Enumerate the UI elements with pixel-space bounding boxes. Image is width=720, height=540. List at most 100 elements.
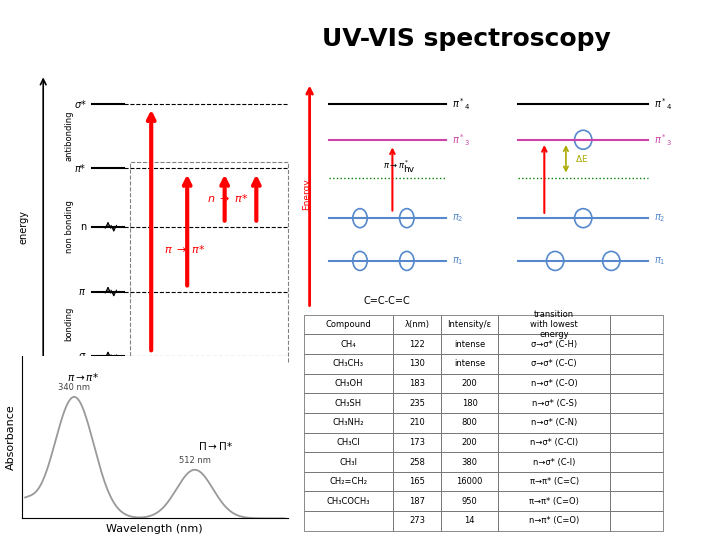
Text: $\pi^*{}_3$: $\pi^*{}_3$: [654, 132, 673, 147]
Text: Compound: Compound: [325, 320, 372, 329]
Text: $\sigma$: $\sigma$: [78, 352, 86, 361]
Text: intense: intense: [454, 359, 485, 368]
Text: C=C-C=C: C=C-C=C: [364, 296, 410, 306]
Bar: [611, 315, 662, 334]
Text: 200: 200: [462, 438, 477, 447]
Bar: [441, 315, 498, 334]
Text: $\pi^*{}_4$: $\pi^*{}_4$: [654, 96, 673, 112]
Bar: [441, 452, 498, 472]
Text: n→π* (C=O): n→π* (C=O): [529, 516, 579, 525]
Text: 122: 122: [410, 340, 426, 349]
Bar: [498, 511, 611, 531]
Bar: [304, 354, 393, 374]
Bar: [441, 433, 498, 452]
Text: n→σ* (C-Cl): n→σ* (C-Cl): [530, 438, 578, 447]
Bar: [393, 334, 441, 354]
Text: transition
with lowest
energy: transition with lowest energy: [530, 309, 578, 340]
Bar: [393, 393, 441, 413]
Bar: [441, 472, 498, 491]
Text: hv: hv: [403, 165, 414, 174]
Bar: [498, 315, 611, 334]
Bar: [498, 374, 611, 393]
Bar: [498, 413, 611, 433]
Bar: [611, 433, 662, 452]
Bar: [441, 354, 498, 374]
Bar: [304, 374, 393, 393]
Text: 187: 187: [410, 497, 426, 506]
Text: $\sigma$*: $\sigma$*: [73, 98, 86, 110]
Bar: [304, 393, 393, 413]
Bar: [441, 334, 498, 354]
Text: energy: energy: [18, 210, 28, 244]
Bar: [304, 334, 393, 354]
Bar: [611, 511, 662, 531]
Text: n→σ* (C-S): n→σ* (C-S): [531, 399, 577, 408]
Text: $\pi$*: $\pi$*: [74, 163, 86, 174]
Text: non bonding: non bonding: [65, 200, 73, 253]
Text: $\pi^*{}_4$: $\pi^*{}_4$: [452, 96, 471, 112]
Bar: [393, 452, 441, 472]
Text: CH₃OH: CH₃OH: [334, 379, 363, 388]
Bar: [393, 511, 441, 531]
Text: $\pi$: $\pi$: [78, 287, 86, 296]
Text: intense: intense: [454, 340, 485, 349]
Bar: [393, 315, 441, 334]
Text: $\pi_1$: $\pi_1$: [452, 255, 463, 267]
Text: 16000: 16000: [456, 477, 482, 486]
Bar: [611, 491, 662, 511]
Text: 165: 165: [410, 477, 426, 486]
Bar: [611, 472, 662, 491]
Text: 210: 210: [410, 418, 426, 427]
Text: UV-VIS spectroscopy: UV-VIS spectroscopy: [322, 27, 611, 51]
Bar: [304, 315, 393, 334]
Text: CH₃Cl: CH₃Cl: [336, 438, 360, 447]
Bar: [304, 511, 393, 531]
Text: 235: 235: [410, 399, 426, 408]
Bar: [441, 413, 498, 433]
Bar: [611, 413, 662, 433]
Bar: [304, 413, 393, 433]
Text: 180: 180: [462, 399, 477, 408]
Text: n→σ* (C-N): n→σ* (C-N): [531, 418, 577, 427]
Bar: [304, 491, 393, 511]
Bar: [393, 374, 441, 393]
Text: 273: 273: [410, 516, 426, 525]
Text: 512 nm: 512 nm: [179, 456, 211, 465]
Text: CH₃CH₃: CH₃CH₃: [333, 359, 364, 368]
Bar: [304, 472, 393, 491]
Text: 130: 130: [410, 359, 426, 368]
Bar: [393, 433, 441, 452]
Text: 380: 380: [462, 457, 477, 467]
Text: 258: 258: [410, 457, 426, 467]
Bar: [498, 393, 611, 413]
Bar: [611, 452, 662, 472]
Text: 183: 183: [410, 379, 426, 388]
Text: 340 nm: 340 nm: [58, 383, 90, 393]
Bar: [498, 452, 611, 472]
Bar: [441, 374, 498, 393]
Text: CH₃NH₂: CH₃NH₂: [333, 418, 364, 427]
Text: π→π* (C=C): π→π* (C=C): [529, 477, 579, 486]
Text: CH₃I: CH₃I: [339, 457, 357, 467]
Bar: [611, 334, 662, 354]
Text: CH₃COCH₃: CH₃COCH₃: [327, 497, 370, 506]
Text: 200: 200: [462, 379, 477, 388]
Bar: [498, 472, 611, 491]
Text: σ→σ* (C-C): σ→σ* (C-C): [531, 359, 577, 368]
Text: CH₃SH: CH₃SH: [335, 399, 362, 408]
Bar: [393, 413, 441, 433]
Bar: [611, 374, 662, 393]
Text: σ→σ* (C-H): σ→σ* (C-H): [531, 340, 577, 349]
X-axis label: Wavelength (nm): Wavelength (nm): [107, 524, 203, 534]
Bar: [441, 511, 498, 531]
Text: $\Delta$E: $\Delta$E: [575, 153, 588, 164]
Bar: [498, 433, 611, 452]
Text: $\Pi \rightarrow \Pi$*: $\Pi \rightarrow \Pi$*: [198, 440, 233, 453]
Text: 800: 800: [462, 418, 477, 427]
Text: $\pi_1$: $\pi_1$: [654, 255, 666, 267]
Text: bonding: bonding: [65, 307, 73, 341]
Text: $\pi_2$: $\pi_2$: [452, 212, 463, 224]
Text: λ(nm): λ(nm): [405, 320, 430, 329]
Text: π→π* (C=O): π→π* (C=O): [529, 497, 579, 506]
Text: n $\rightarrow$ $\pi$*: n $\rightarrow$ $\pi$*: [207, 192, 249, 204]
